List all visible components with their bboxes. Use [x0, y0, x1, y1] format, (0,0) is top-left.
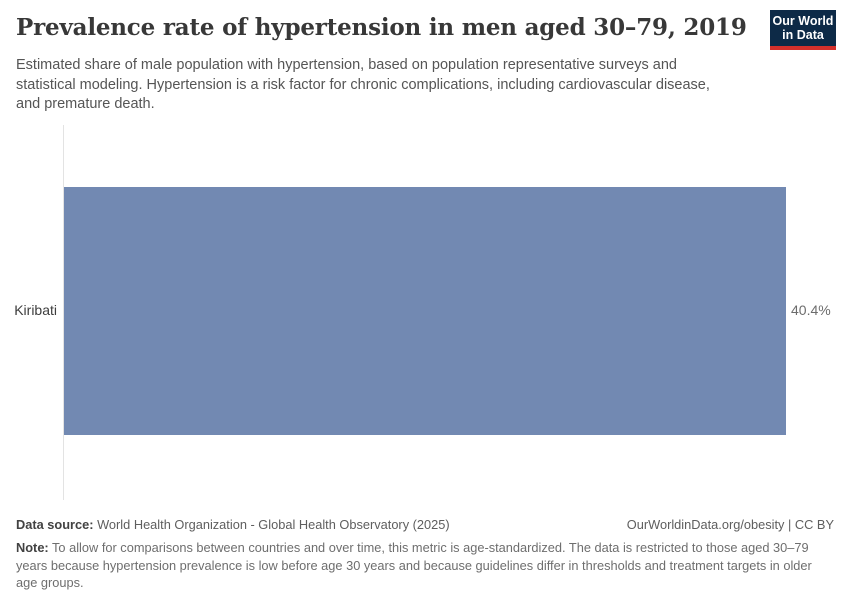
chart-note: Note: To allow for comparisons between c… [16, 540, 812, 590]
owid-logo-line1: Our World [772, 14, 834, 28]
owid-logo-line2: in Data [782, 28, 824, 42]
y-axis-line [63, 125, 64, 500]
data-source-label: Data source: [16, 517, 94, 532]
page-title: Prevalence rate of hypertension in men a… [16, 14, 747, 41]
chart-footer: Data source: World Health Organization -… [16, 516, 834, 592]
bar-kiribati[interactable] [64, 187, 786, 435]
data-source-text: Data source: World Health Organization -… [16, 517, 450, 532]
attribution-link[interactable]: OurWorldinData.org/obesity | CC BY [626, 517, 834, 532]
chart-subtitle: Estimated share of male population with … [16, 57, 710, 112]
owid-logo[interactable]: Our World in Data [770, 10, 836, 50]
entity-label-kiribati[interactable]: Kiribati [14, 302, 57, 318]
value-label-kiribati: 40.4% [791, 302, 831, 318]
note-label: Note: [16, 540, 49, 555]
